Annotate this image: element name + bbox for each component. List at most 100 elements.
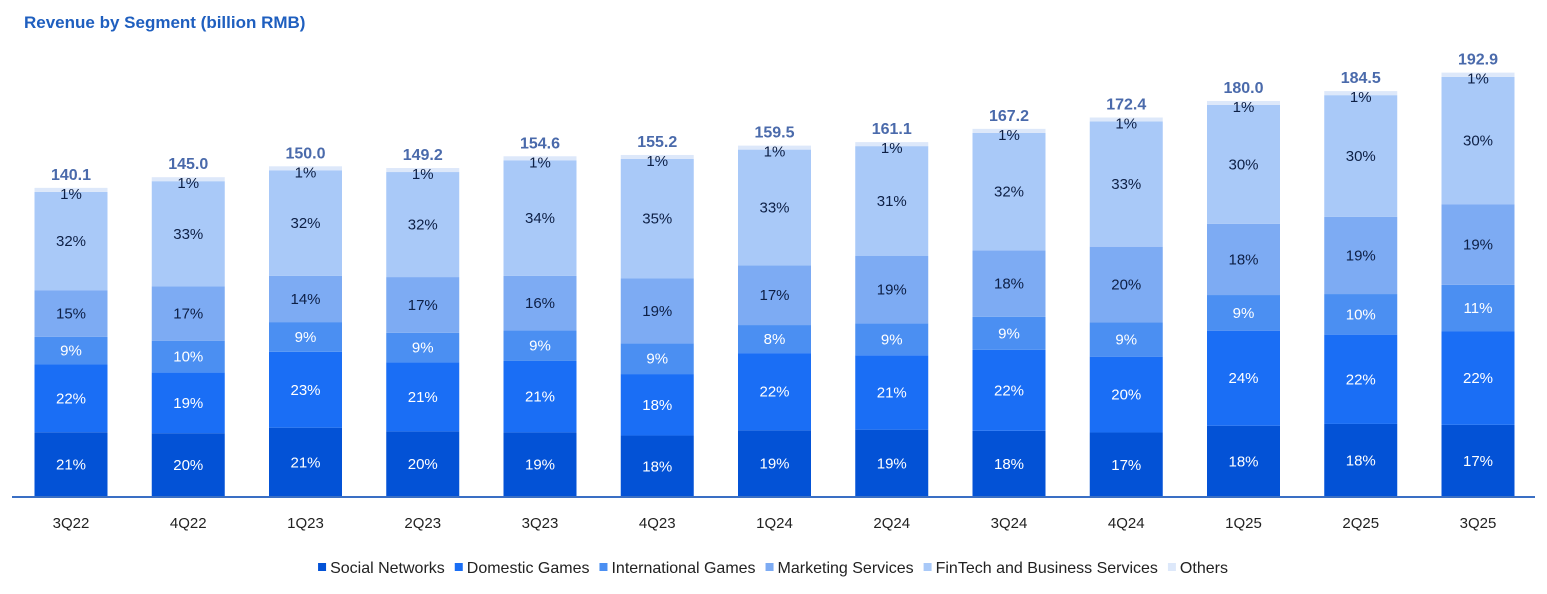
segment-label: 32% bbox=[994, 184, 1024, 201]
segment-label: 18% bbox=[994, 456, 1024, 473]
legend-swatch bbox=[318, 563, 327, 571]
bar-segment-domestic-games bbox=[1207, 330, 1280, 426]
bar-segment-domestic-games bbox=[386, 362, 460, 432]
bar-segment-social-networks bbox=[34, 432, 108, 497]
legend-label: FinTech and Business Services bbox=[936, 560, 1158, 577]
segment-label: 9% bbox=[881, 331, 903, 348]
x-tick-label: 4Q23 bbox=[639, 515, 676, 532]
segment-label: 30% bbox=[1346, 148, 1376, 165]
segment-label: 19% bbox=[877, 282, 907, 299]
bar-segment-domestic-games bbox=[269, 351, 342, 428]
legend-swatch bbox=[765, 563, 774, 571]
bar-segment-international-games bbox=[386, 332, 460, 363]
bar-segment-social-networks bbox=[503, 432, 577, 497]
bar-segment-international-games bbox=[738, 325, 811, 354]
segment-label: 18% bbox=[1228, 453, 1258, 470]
x-tick-label: 2Q24 bbox=[873, 515, 910, 532]
bar-segment-marketing-services bbox=[1441, 204, 1515, 285]
bar-segment-social-networks bbox=[738, 430, 811, 497]
bar-segment-marketing-services bbox=[503, 275, 577, 331]
segment-label: 9% bbox=[295, 329, 317, 346]
total-label: 161.1 bbox=[872, 121, 912, 138]
bar-segment-fintech-and-business-services bbox=[972, 132, 1046, 251]
bar-segment-others bbox=[620, 154, 694, 159]
segment-label: 19% bbox=[525, 457, 555, 474]
segment-label: 14% bbox=[290, 291, 320, 308]
bar-segment-international-games bbox=[972, 316, 1046, 350]
segment-label: 19% bbox=[759, 456, 789, 473]
segment-label: 33% bbox=[1111, 176, 1141, 193]
segment-label: 1% bbox=[412, 166, 434, 183]
legend-swatch bbox=[599, 563, 608, 571]
segment-label: 22% bbox=[1463, 370, 1493, 387]
segment-label: 17% bbox=[1111, 457, 1141, 474]
x-tick-label: 3Q24 bbox=[991, 515, 1028, 532]
segment-label: 1% bbox=[764, 144, 786, 161]
bar-segment-fintech-and-business-services bbox=[386, 172, 460, 278]
bar-segment-fintech-and-business-services bbox=[620, 158, 694, 279]
segment-label: 35% bbox=[642, 211, 672, 228]
total-label: 154.6 bbox=[520, 135, 560, 152]
segment-label: 1% bbox=[1467, 71, 1489, 88]
total-label: 172.4 bbox=[1106, 97, 1146, 114]
bars-group: 21% 22% 9% 15% 32% 1% 140.1 20% 19% 10% 17% 33% 1% 14… bbox=[34, 52, 1515, 497]
segment-label: 21% bbox=[290, 454, 320, 471]
bar-segment-marketing-services bbox=[386, 277, 460, 333]
segment-label: 23% bbox=[290, 382, 320, 399]
bar-segment-domestic-games bbox=[620, 374, 694, 436]
segment-label: 17% bbox=[173, 306, 203, 323]
total-label: 159.5 bbox=[754, 125, 794, 142]
bar-segment-international-games bbox=[1207, 295, 1280, 331]
bar-segment-social-networks bbox=[1089, 432, 1163, 497]
bar-segment-marketing-services bbox=[620, 278, 694, 344]
bar-segment-international-games bbox=[34, 336, 108, 365]
x-tick-label: 1Q23 bbox=[287, 515, 324, 532]
segment-label: 22% bbox=[994, 382, 1024, 399]
bar-segment-fintech-and-business-services bbox=[1441, 76, 1515, 205]
segment-label: 18% bbox=[1346, 452, 1376, 469]
segment-label: 32% bbox=[290, 215, 320, 232]
legend-label: International Games bbox=[611, 560, 755, 577]
bar-segment-international-games bbox=[503, 330, 577, 361]
segment-label: 32% bbox=[408, 217, 438, 234]
bar-segment-fintech-and-business-services bbox=[738, 149, 811, 266]
segment-label: 22% bbox=[56, 390, 86, 407]
bar-segment-marketing-services bbox=[855, 255, 929, 324]
segment-label: 1% bbox=[1350, 89, 1372, 106]
segment-label: 9% bbox=[998, 325, 1020, 342]
segment-label: 17% bbox=[759, 287, 789, 304]
legend-item: Social Networks bbox=[318, 560, 445, 577]
segment-label: 21% bbox=[525, 389, 555, 406]
segment-label: 9% bbox=[1233, 305, 1255, 322]
segment-label: 17% bbox=[408, 297, 438, 314]
bar-segment-international-games bbox=[855, 323, 929, 356]
bar-segment-fintech-and-business-services bbox=[34, 191, 108, 291]
total-label: 155.2 bbox=[637, 134, 677, 151]
segment-label: 17% bbox=[1463, 453, 1493, 470]
bar-segment-marketing-services bbox=[1324, 216, 1398, 295]
segment-label: 20% bbox=[1111, 277, 1141, 294]
bar-segment-international-games bbox=[269, 322, 342, 352]
segment-label: 9% bbox=[1115, 332, 1137, 349]
bar-segment-others bbox=[1324, 91, 1398, 96]
bar-segment-social-networks bbox=[620, 435, 694, 497]
segment-label: 9% bbox=[529, 338, 551, 355]
bar-segment-others bbox=[972, 128, 1046, 133]
segment-label: 18% bbox=[994, 276, 1024, 293]
segment-label: 16% bbox=[525, 295, 555, 312]
bar-segment-others bbox=[1089, 117, 1163, 122]
segment-label: 19% bbox=[1463, 236, 1493, 253]
bar-segment-others bbox=[855, 142, 929, 147]
segment-label: 18% bbox=[642, 458, 672, 475]
bar-segment-fintech-and-business-services bbox=[1324, 95, 1398, 217]
segment-label: 33% bbox=[759, 200, 789, 217]
segment-label: 10% bbox=[1346, 306, 1376, 323]
segment-label: 1% bbox=[60, 186, 82, 203]
segment-label: 30% bbox=[1228, 156, 1258, 173]
segment-label: 1% bbox=[881, 140, 903, 157]
bar-segment-domestic-games bbox=[1324, 334, 1398, 424]
total-label: 145.0 bbox=[168, 156, 208, 173]
bar-segment-social-networks bbox=[1441, 424, 1515, 497]
legend-label: Social Networks bbox=[330, 560, 445, 577]
